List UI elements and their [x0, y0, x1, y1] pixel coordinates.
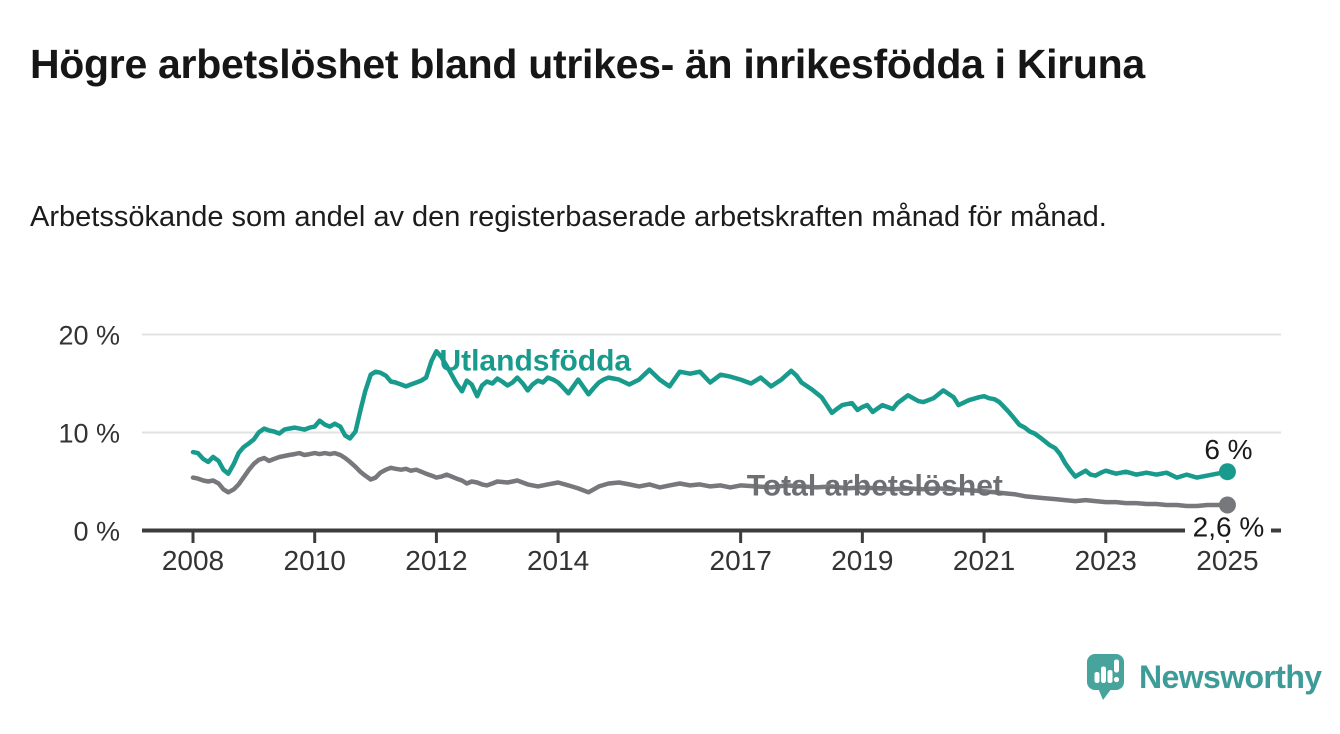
end-value-label-total-arbetsl-shet: 2,6 %	[1193, 512, 1265, 543]
end-label-mask	[1185, 514, 1271, 540]
newsworthy-logo: Newsworthy	[1086, 652, 1322, 702]
series-label-utlandsf-dda: Utlandsfödda	[439, 344, 631, 377]
end-value-label-utlandsf-dda: 6 %	[1204, 434, 1252, 465]
x-tick-label: 2023	[1075, 545, 1137, 576]
x-tick-label: 2008	[162, 545, 224, 576]
series-line-utlandsf-dda	[190, 348, 1230, 480]
series-label-total-arbetsl-shet: Total arbetslöshet	[747, 470, 1003, 503]
x-tick-label: 2012	[405, 545, 467, 576]
newsworthy-wordmark: Newsworthy	[1139, 658, 1322, 695]
x-tick-label: 2019	[831, 545, 893, 576]
series-end-dot-total-arbetsl-shet	[1218, 496, 1236, 514]
x-tick-label: 2014	[527, 545, 589, 576]
series-end-dot-utlandsf-dda	[1218, 463, 1236, 481]
y-tick-label: 0 %	[73, 517, 120, 547]
x-tick-label: 2017	[710, 545, 772, 576]
x-tick-label: 2010	[284, 545, 346, 576]
x-tick-label: 2021	[953, 545, 1015, 576]
page-title: Högre arbetslöshet bland utrikes- än inr…	[30, 41, 1145, 87]
y-tick-label: 10 %	[58, 419, 120, 449]
x-tick-label: 2025	[1196, 545, 1258, 576]
series-line-total-arbetsl-shet	[190, 450, 1230, 509]
y-tick-label: 20 %	[58, 321, 120, 351]
unemployment-line-chart: 20 % 10 % 0 % 2008 2010 2012 2014 2017 2019 2021 2…	[58, 321, 1281, 576]
chart-subtitle: Arbetssökande som andel av den registerb…	[30, 201, 1107, 233]
newsworthy-logo-icon	[1087, 654, 1124, 700]
